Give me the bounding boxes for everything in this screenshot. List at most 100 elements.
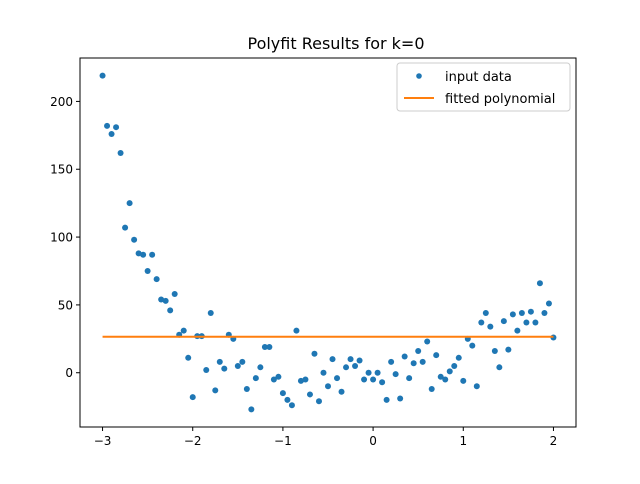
- x-tick-label: −3: [94, 434, 112, 448]
- legend-label-fitted-polynomial: fitted polynomial: [445, 92, 555, 107]
- data-point-input-data: [131, 236, 138, 243]
- data-point-input-data: [442, 376, 449, 383]
- data-point-input-data: [428, 386, 435, 393]
- data-point-input-data: [329, 356, 336, 363]
- data-point-input-data: [500, 318, 507, 325]
- data-point-input-data: [293, 327, 300, 334]
- data-point-input-data: [334, 375, 341, 382]
- data-point-input-data: [478, 319, 485, 326]
- data-point-input-data: [104, 122, 111, 129]
- data-point-input-data: [153, 276, 160, 283]
- data-point-input-data: [473, 383, 480, 390]
- data-point-input-data: [401, 353, 408, 360]
- data-point-input-data: [140, 251, 147, 258]
- chart-title: Polyfit Results for k=0: [247, 34, 424, 53]
- data-point-input-data: [365, 369, 372, 376]
- data-point-input-data: [158, 296, 165, 303]
- data-point-input-data: [149, 251, 156, 258]
- data-point-input-data: [113, 124, 120, 131]
- data-point-input-data: [266, 343, 273, 350]
- data-point-input-data: [410, 360, 417, 367]
- data-point-input-data: [383, 396, 390, 403]
- legend-marker-input-data: [416, 73, 422, 79]
- data-point-input-data: [162, 297, 169, 304]
- data-point-input-data: [203, 367, 210, 374]
- data-point-input-data: [419, 358, 426, 365]
- data-point-input-data: [437, 373, 444, 380]
- data-point-input-data: [536, 280, 543, 287]
- data-point-input-data: [460, 377, 467, 384]
- y-tick-label: 200: [50, 95, 73, 109]
- data-point-input-data: [469, 342, 476, 349]
- data-point-input-data: [275, 373, 282, 380]
- data-point-input-data: [424, 338, 431, 345]
- data-point-input-data: [518, 310, 525, 317]
- data-point-input-data: [239, 358, 246, 365]
- data-point-input-data: [338, 388, 345, 395]
- data-point-input-data: [311, 350, 318, 357]
- data-point-input-data: [392, 371, 399, 378]
- data-point-input-data: [99, 72, 106, 79]
- x-tick-label: 0: [369, 434, 377, 448]
- data-point-input-data: [288, 402, 295, 409]
- x-tick-label: 2: [550, 434, 558, 448]
- y-tick-label: 50: [58, 298, 73, 312]
- x-tick-label: −1: [274, 434, 292, 448]
- data-point-input-data: [306, 391, 313, 398]
- legend-frame: [396, 62, 571, 112]
- plot-area: [99, 72, 557, 413]
- data-point-input-data: [261, 343, 268, 350]
- data-point-input-data: [234, 362, 241, 369]
- data-point-input-data: [320, 369, 327, 376]
- data-point-input-data: [545, 300, 552, 307]
- data-point-input-data: [527, 308, 534, 315]
- data-point-input-data: [370, 376, 377, 383]
- data-point-input-data: [374, 369, 381, 376]
- legend-label-input-data: input data: [445, 70, 512, 85]
- data-point-input-data: [108, 130, 115, 137]
- data-point-input-data: [122, 224, 129, 231]
- data-point-input-data: [302, 376, 309, 383]
- data-point-input-data: [415, 348, 422, 355]
- y-tick-label: 100: [50, 231, 73, 245]
- data-point-input-data: [284, 396, 291, 403]
- data-point-input-data: [297, 377, 304, 384]
- data-point-input-data: [343, 364, 350, 371]
- data-point-input-data: [446, 368, 453, 375]
- data-point-input-data: [167, 307, 174, 314]
- data-point-input-data: [315, 398, 322, 405]
- y-tick-label: 150: [50, 163, 73, 177]
- x-tick-label: 1: [459, 434, 467, 448]
- data-point-input-data: [482, 310, 489, 317]
- data-point-input-data: [523, 319, 530, 326]
- axes: −3 −2 −1 0 1 2 0 50 100 150 200: [50, 57, 577, 448]
- data-point-input-data: [171, 291, 178, 298]
- data-point-input-data: [216, 358, 223, 365]
- data-point-input-data: [144, 267, 151, 274]
- data-point-input-data: [221, 365, 228, 372]
- data-point-input-data: [207, 310, 214, 317]
- data-point-input-data: [243, 386, 250, 393]
- data-point-input-data: [451, 362, 458, 369]
- data-point-input-data: [455, 354, 462, 361]
- data-point-input-data: [180, 327, 187, 334]
- data-point-input-data: [248, 406, 255, 413]
- data-point-input-data: [541, 310, 548, 317]
- data-point-input-data: [347, 356, 354, 363]
- data-point-input-data: [388, 358, 395, 365]
- data-point-input-data: [352, 362, 359, 369]
- data-point-input-data: [433, 352, 440, 359]
- data-point-input-data: [185, 354, 192, 361]
- legend: input data fitted polynomial: [396, 62, 571, 112]
- y-tick-label: 0: [65, 366, 73, 380]
- data-point-input-data: [491, 348, 498, 355]
- data-point-input-data: [279, 390, 286, 397]
- data-point-input-data: [487, 323, 494, 330]
- data-point-input-data: [379, 379, 386, 386]
- data-point-input-data: [126, 200, 133, 207]
- data-point-input-data: [257, 364, 264, 371]
- data-point-input-data: [496, 364, 503, 371]
- data-point-input-data: [505, 346, 512, 353]
- data-point-input-data: [189, 394, 196, 401]
